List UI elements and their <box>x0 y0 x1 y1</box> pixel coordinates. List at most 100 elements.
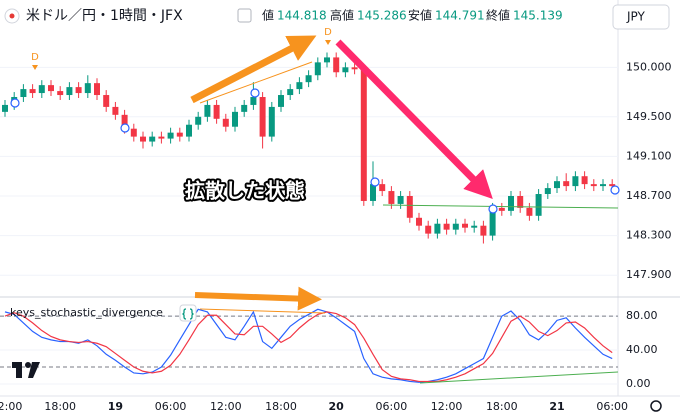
candle-body <box>176 132 183 137</box>
candle-body <box>370 184 376 201</box>
candle-body <box>498 207 505 211</box>
x-tick-label: 21 <box>549 400 564 413</box>
candle-body <box>305 75 312 83</box>
readout-value: 144.791 <box>435 9 485 23</box>
candle-body <box>38 85 45 94</box>
signal-label: D <box>31 52 39 63</box>
candle-body <box>20 89 27 98</box>
candle-body <box>425 225 432 234</box>
candle-body <box>581 176 588 185</box>
candle-body <box>609 184 616 187</box>
trend-line <box>382 204 619 209</box>
overlay: D D 拡散した状態 米ドル／円・1時間・JFX JPY keys_stocha… <box>4 4 670 412</box>
candle-body <box>406 196 413 218</box>
candle-body <box>590 184 597 187</box>
y-tick-label: 150.000 <box>626 60 672 73</box>
readout-label: 値 <box>262 8 274 23</box>
candle-body <box>259 97 266 137</box>
x-tick-label: 18:00 <box>265 400 297 413</box>
x-tick-label: 12:00 <box>431 400 463 413</box>
candle-body <box>397 196 404 204</box>
indicator-line <box>4 308 613 383</box>
y-tick-label: 147.900 <box>626 268 672 281</box>
candle-body <box>471 225 478 228</box>
candle-body <box>443 223 450 230</box>
candle-body <box>130 128 137 137</box>
candle-body <box>324 57 330 63</box>
candle-body <box>121 114 128 129</box>
plot-area <box>0 52 618 385</box>
flag-icon <box>9 13 15 19</box>
arrow <box>335 39 493 199</box>
candle-body <box>287 89 294 96</box>
signal-label: D <box>324 27 332 38</box>
currency-box[interactable] <box>612 4 670 30</box>
candle-body <box>489 207 496 236</box>
readout-value: 145.139 <box>513 9 563 23</box>
x-tick-label: 20 <box>329 400 345 413</box>
annotation: 拡散した状態 <box>185 179 305 203</box>
x-tick-label: 18:00 <box>486 400 518 413</box>
candle-body <box>296 82 303 90</box>
arrow <box>194 286 322 311</box>
candle-body <box>140 136 146 142</box>
candle-body <box>452 223 459 230</box>
readout-label: 安値 <box>408 8 432 23</box>
x-tick-label: 12:00 <box>210 400 242 413</box>
x-tick-label: 06:00 <box>596 400 628 413</box>
candle-body <box>268 106 275 137</box>
candle-body <box>103 95 110 107</box>
candle-body <box>314 62 321 76</box>
candle-body <box>250 97 257 105</box>
candle-body <box>379 184 386 192</box>
candle-body <box>600 184 606 187</box>
candle-body <box>554 181 560 189</box>
candle-body <box>75 87 82 94</box>
x-tick-label: 2:00 <box>0 400 22 413</box>
settings-icon[interactable] <box>650 400 662 412</box>
candle-body <box>480 225 487 236</box>
currency[interactable]: JPY <box>626 10 646 24</box>
trend-line <box>419 371 619 384</box>
candle-body <box>29 89 36 94</box>
y-tick-label: 149.500 <box>626 110 672 123</box>
readout-label: 終値 <box>486 8 510 23</box>
y-tick-label: 148.300 <box>626 229 672 242</box>
candle-body <box>84 83 91 94</box>
x-tick-label: 19 <box>108 400 123 413</box>
signal-circles <box>10 88 620 214</box>
candle-body <box>232 111 238 127</box>
icon <box>237 8 252 23</box>
candle-body <box>158 136 165 139</box>
candle-body <box>186 124 192 137</box>
indicator-icon <box>182 308 194 320</box>
candle-body <box>462 223 468 228</box>
candle-body <box>213 104 220 119</box>
candle-body <box>526 207 533 216</box>
candle-body <box>517 196 524 208</box>
candle-body <box>149 136 156 142</box>
candle-body <box>508 196 514 211</box>
candle-body <box>57 91 64 96</box>
arrow <box>190 35 317 104</box>
readout-value: 144.818 <box>277 9 327 23</box>
x-tick-label: 18:00 <box>44 400 76 413</box>
y-tick-label: 148.700 <box>626 189 672 202</box>
candle-body <box>94 83 100 96</box>
candle-body <box>333 57 340 73</box>
candle-body <box>204 104 211 117</box>
candle-body <box>416 217 422 226</box>
readout-value: 145.286 <box>357 9 407 23</box>
trend-line <box>199 61 313 104</box>
candle-body <box>112 106 119 115</box>
symbol-title: 米ドル／円・1時間・JFX <box>26 8 183 24</box>
trend-line <box>199 308 326 314</box>
candle-body <box>195 116 202 125</box>
indicator-icon[interactable] <box>179 304 197 322</box>
candle-body <box>434 223 441 234</box>
candle-body <box>278 95 284 107</box>
candle-body <box>563 181 570 187</box>
candle-body <box>241 104 248 112</box>
